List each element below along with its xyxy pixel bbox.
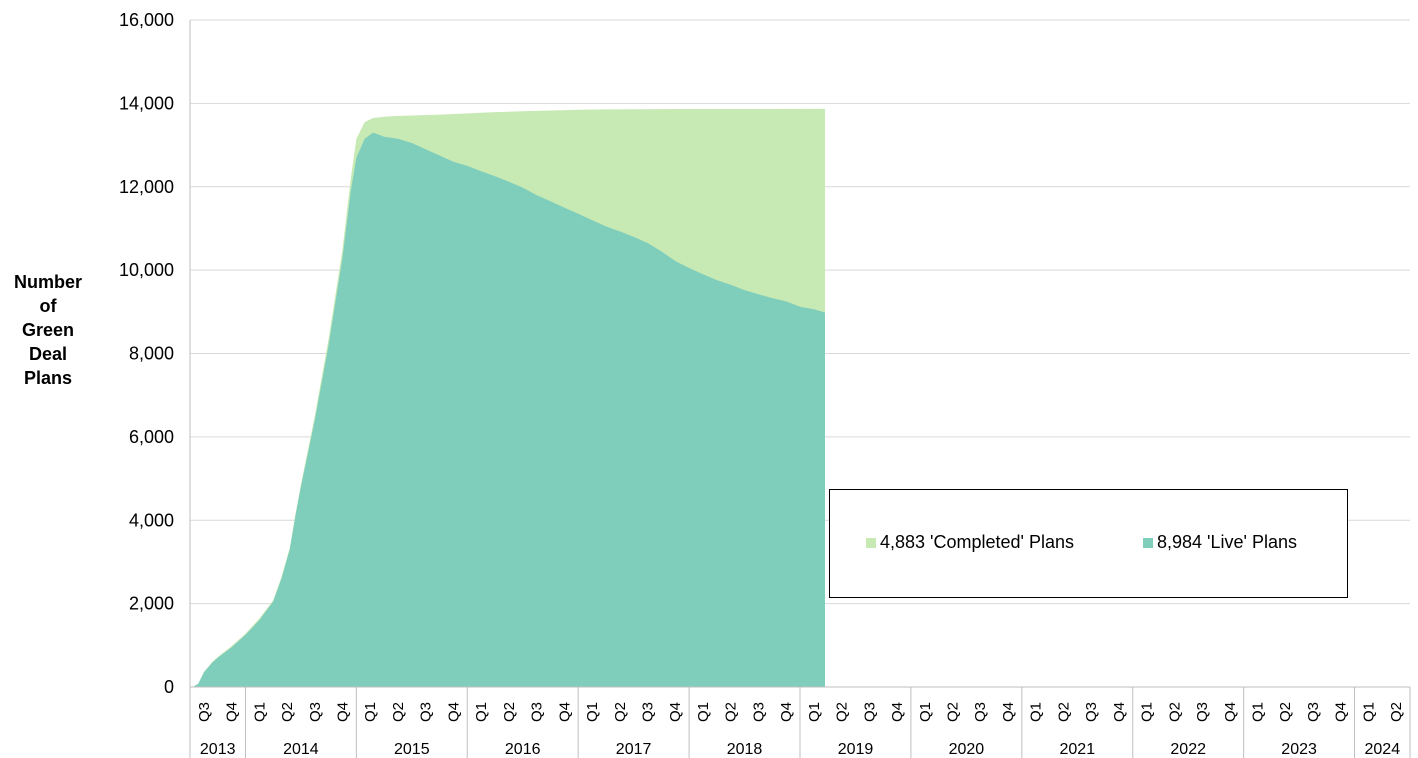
x-quarter-label: Q2	[1055, 702, 1072, 722]
x-quarter-label: Q3	[1305, 702, 1322, 722]
x-quarter-label: Q2	[501, 702, 518, 722]
x-quarter-label: Q2	[945, 702, 962, 722]
x-tick-labels: Q3 Q4 Q1 Q2 Q3 Q4 Q1 Q2 Q3 Q4 Q1 Q2 Q3 Q4 Q1 Q2 Q3 Q4 Q1 Q2…	[189, 687, 1411, 758]
x-quarter-label: Q4	[556, 702, 573, 722]
x-quarter-label: Q4	[778, 702, 795, 722]
x-quarter-label: Q2	[279, 702, 296, 722]
x-quarter-label: Q4	[1333, 702, 1350, 722]
x-quarter-label: Q2	[1166, 702, 1183, 722]
x-quarter-label: Q1	[806, 702, 823, 722]
x-quarter-label: Q1	[1360, 702, 1377, 722]
x-year-label: 2015	[394, 741, 430, 758]
x-quarter-label: Q1	[1250, 702, 1267, 722]
y-axis-label-line: Deal	[28, 344, 68, 364]
x-year-label: 2016	[505, 741, 541, 758]
y-axis-label-line: Green	[21, 320, 75, 340]
x-year-label: 2022	[1170, 741, 1206, 758]
y-tick-label: 16,000	[119, 10, 174, 30]
x-quarter-label: Q3	[1083, 702, 1100, 722]
x-year-label: 2023	[1281, 741, 1317, 758]
x-quarter-label: Q2	[723, 702, 740, 722]
legend-label-completed: 4,883 'Completed' Plans	[880, 532, 1074, 552]
x-quarter-label: Q1	[917, 702, 934, 722]
legend-label-live: 8,984 'Live' Plans	[1157, 532, 1297, 552]
x-quarter-label: Q4	[1111, 702, 1128, 722]
x-quarter-label: Q1	[1028, 702, 1045, 722]
x-quarter-label: Q3	[861, 702, 878, 722]
x-quarter-label: Q4	[1000, 702, 1017, 722]
y-axis-label-line: of	[39, 296, 57, 316]
x-quarter-label: Q2	[1277, 702, 1294, 722]
x-quarter-label: Q3	[529, 702, 546, 722]
y-tick-label: 14,000	[119, 93, 174, 113]
x-quarter-label: Q2	[390, 702, 407, 722]
y-tick-label: 4,000	[129, 510, 174, 530]
x-quarter-label: Q2	[834, 702, 851, 722]
legend-swatch-completed	[866, 537, 876, 548]
x-year-label: 2014	[283, 741, 319, 758]
x-quarter-label: Q1	[695, 702, 712, 722]
legend-swatch-live	[1143, 537, 1153, 548]
area-live	[190, 132, 825, 688]
y-tick-labels: 0 2,000 4,000 6,000 8,000 10,000 12,000 14,000 1…	[119, 10, 174, 697]
legend: 4,883 'Completed' Plans 8,984 'Live' Pla…	[829, 489, 1348, 598]
y-axis-label: Number of Green Deal Plans	[0, 270, 96, 390]
y-tick-label: 2,000	[129, 594, 174, 614]
y-tick-label: 10,000	[119, 260, 174, 280]
x-quarter-label: Q4	[667, 702, 684, 722]
y-tick-label: 0	[164, 677, 174, 697]
x-year-label: 2020	[949, 741, 985, 758]
x-year-label: 2021	[1060, 741, 1096, 758]
x-quarter-label: Q3	[1194, 702, 1211, 722]
x-quarter-label: Q4	[445, 702, 462, 722]
x-quarter-label: Q1	[1139, 702, 1156, 722]
x-quarter-label: Q1	[251, 702, 268, 722]
y-tick-label: 6,000	[129, 427, 174, 447]
x-quarter-label: Q1	[473, 702, 490, 722]
x-quarter-label: Q4	[335, 702, 352, 722]
x-quarter-label: Q1	[362, 702, 379, 722]
y-tick-label: 8,000	[129, 344, 174, 364]
x-quarter-label: Q4	[1222, 702, 1239, 722]
x-quarter-label: Q2	[612, 702, 629, 722]
x-quarter-label: Q3	[640, 702, 657, 722]
x-year-label: 2019	[838, 741, 874, 758]
x-year-label: 2024	[1365, 741, 1401, 758]
x-quarter-label: Q2	[1388, 702, 1405, 722]
x-quarter-label: Q3	[972, 702, 989, 722]
x-quarter-label: Q3	[418, 702, 435, 722]
x-quarter-label: Q3	[196, 702, 213, 722]
x-year-label: 2017	[616, 741, 652, 758]
legend-item-live: 8,984 'Live' Plans	[1143, 532, 1297, 553]
x-quarter-label: Q1	[584, 702, 601, 722]
x-quarter-label: Q4	[889, 702, 906, 722]
x-quarter-label: Q4	[224, 702, 241, 722]
y-axis-label-line: Number	[13, 272, 82, 292]
x-quarter-label: Q3	[750, 702, 767, 722]
legend-item-completed: 4,883 'Completed' Plans	[866, 532, 1074, 553]
x-quarter-label: Q3	[307, 702, 324, 722]
x-year-label: 2018	[727, 741, 763, 758]
x-year-label: 2013	[200, 741, 236, 758]
y-tick-label: 12,000	[119, 177, 174, 197]
y-axis-label-line: Plans	[23, 368, 73, 388]
data-areas	[190, 108, 825, 688]
